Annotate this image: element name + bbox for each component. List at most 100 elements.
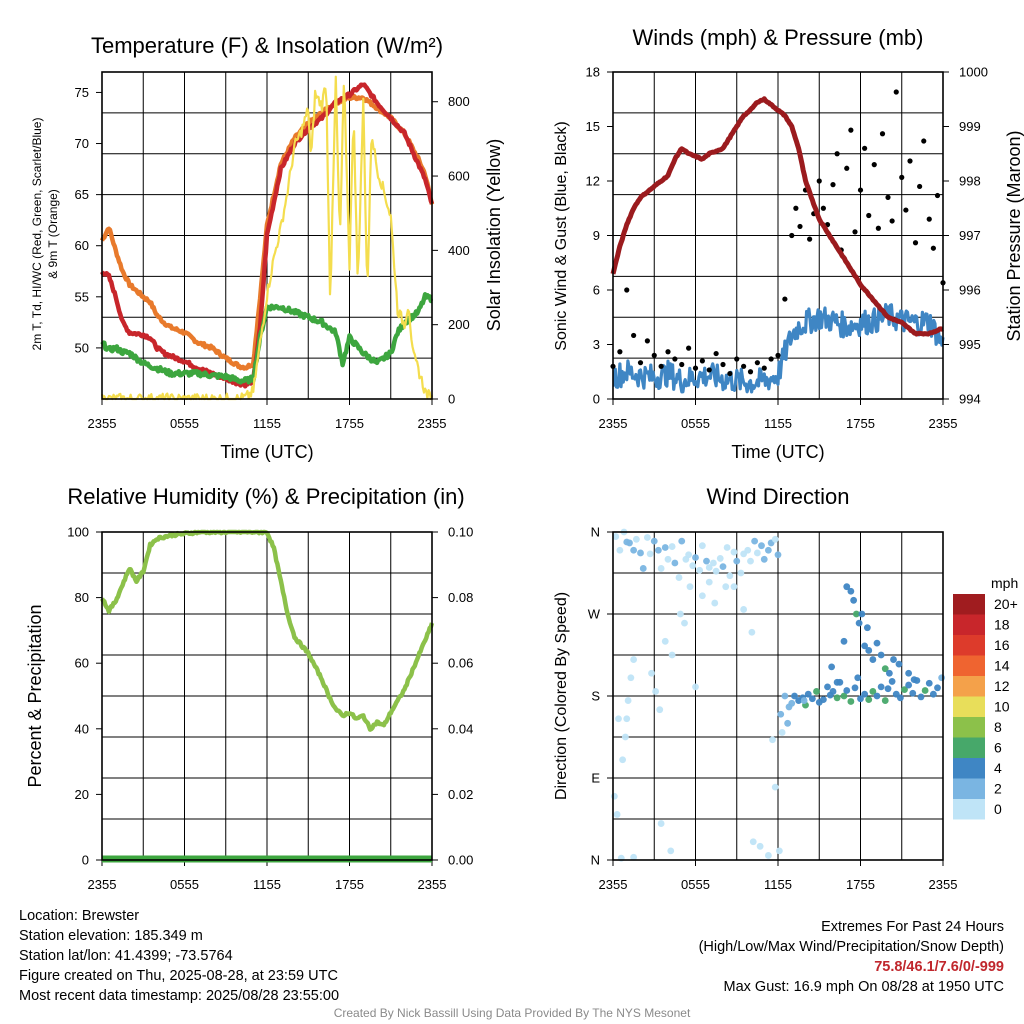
direction-point bbox=[661, 544, 669, 551]
direction-point bbox=[646, 550, 654, 558]
direction-point bbox=[616, 546, 624, 554]
direction-point bbox=[626, 539, 633, 547]
gust-point bbox=[761, 365, 767, 371]
colorbar-label: 8 bbox=[994, 719, 1002, 735]
direction-point bbox=[791, 692, 798, 700]
most-recent-timestamp: Most recent data timestamp: 2025/08/28 2… bbox=[19, 988, 340, 1004]
direction-point bbox=[612, 533, 620, 540]
temperature-title: Temperature (F) & Insolation (W/m²) bbox=[91, 33, 443, 58]
gust-point bbox=[686, 345, 692, 351]
extremes-info: Extremes For Past 24 Hours (High/Low/Max… bbox=[699, 917, 1004, 997]
colorbar-swatch bbox=[953, 737, 985, 758]
colorbar-label: 12 bbox=[994, 678, 1010, 694]
colorbar-swatch bbox=[953, 778, 985, 799]
direction-point bbox=[781, 692, 789, 700]
direction-point bbox=[737, 569, 745, 577]
extremes-values: 75.8/46.1/7.6/0/-999 bbox=[874, 959, 1004, 975]
direction-point bbox=[668, 543, 676, 550]
humidity-y2-tick-label: 0.00 bbox=[448, 853, 473, 868]
humidity-x-tick-label: 1155 bbox=[253, 877, 281, 892]
winds-y-tick-label: 18 bbox=[586, 65, 600, 80]
gust-point bbox=[830, 182, 836, 188]
direction-point bbox=[657, 820, 665, 827]
temperature-plot: 2355 0555 1155 1755 2355 50 55 60 65 70 75 0 200 400 6… bbox=[75, 71, 470, 431]
gust-point bbox=[665, 349, 671, 355]
winds-x-tick-label: 0555 bbox=[681, 416, 710, 431]
gust-point bbox=[727, 370, 733, 377]
direction-point bbox=[615, 715, 622, 723]
gust-point bbox=[875, 225, 881, 231]
winds-y-tick-label: 9 bbox=[593, 228, 600, 243]
winds-x-tick-label: 1155 bbox=[764, 416, 792, 431]
colorbar-label: 10 bbox=[994, 699, 1010, 715]
temperature-y-tick-label: 70 bbox=[75, 136, 89, 151]
humidity-title: Relative Humidity (%) & Precipitation (i… bbox=[67, 484, 464, 509]
gust-point bbox=[631, 332, 637, 339]
gust-point bbox=[624, 287, 630, 293]
temperature-y-tick-label: 65 bbox=[75, 187, 89, 202]
direction-point bbox=[774, 551, 782, 559]
direction-point bbox=[692, 554, 699, 561]
gust-point bbox=[734, 356, 740, 362]
gust-point bbox=[754, 360, 760, 366]
temperature-y2-tick-label: 0 bbox=[448, 392, 455, 407]
direction-point bbox=[657, 565, 665, 572]
gust-point bbox=[930, 245, 936, 251]
gust-point bbox=[848, 127, 854, 133]
gust-point bbox=[921, 138, 927, 144]
direction-point bbox=[843, 583, 851, 591]
direction-point bbox=[654, 546, 662, 554]
gust-point bbox=[834, 151, 840, 157]
temperature-y-label: 2m T, Td, HI/WC (Red, Green, Scarlet/Blu… bbox=[30, 118, 44, 351]
direction-point bbox=[716, 555, 724, 562]
direction-point bbox=[824, 683, 831, 691]
direction-point bbox=[858, 610, 866, 618]
gust-point bbox=[706, 367, 712, 373]
direction-point bbox=[621, 733, 629, 741]
direction-point bbox=[852, 610, 860, 618]
direction-point bbox=[917, 693, 925, 701]
humidity-frame bbox=[101, 531, 433, 861]
direction-point bbox=[764, 546, 772, 554]
gust-point bbox=[637, 360, 644, 366]
direction-point bbox=[723, 544, 731, 551]
direction-point bbox=[667, 847, 675, 855]
speed-colorbar: 20+ 18 16 14 12 10 8 6 4 2 0 bbox=[953, 594, 1018, 820]
gust-point bbox=[747, 369, 754, 375]
direction-point bbox=[698, 542, 706, 550]
gust-point bbox=[879, 131, 886, 137]
direction-point bbox=[740, 606, 748, 613]
direction-point bbox=[771, 783, 779, 791]
direction-point bbox=[627, 674, 635, 682]
direction-point bbox=[854, 674, 862, 682]
direction-point bbox=[769, 736, 776, 744]
direction-point bbox=[610, 792, 618, 800]
direction-point bbox=[861, 690, 869, 698]
gust-point bbox=[907, 158, 913, 164]
direction-point bbox=[800, 697, 808, 704]
station-elevation: Station elevation: 185.349 m bbox=[19, 928, 203, 944]
direction-point bbox=[747, 557, 754, 565]
relative-humidity-line bbox=[100, 529, 435, 732]
humidity-panel: Relative Humidity (%) & Precipitation (i… bbox=[25, 484, 473, 892]
direction-point bbox=[675, 574, 683, 581]
direction-point bbox=[726, 572, 734, 580]
direction-point bbox=[709, 559, 717, 567]
gust-point bbox=[852, 229, 858, 235]
dewpoint-line bbox=[100, 292, 434, 385]
humidity-x-tick-label: 2355 bbox=[418, 877, 447, 892]
winds-x-tick-label: 1755 bbox=[846, 416, 875, 431]
direction-point bbox=[865, 647, 873, 654]
direction-point bbox=[813, 688, 820, 695]
direction-point bbox=[668, 651, 676, 659]
humidity-y2-tick-label: 0.04 bbox=[448, 721, 473, 736]
gust-point bbox=[720, 361, 726, 368]
gust-point bbox=[926, 216, 932, 222]
direction-point bbox=[619, 756, 627, 764]
direction-point bbox=[643, 534, 651, 541]
direction-point bbox=[788, 699, 796, 707]
direction-point bbox=[698, 592, 706, 600]
direction-point bbox=[632, 535, 640, 543]
direction-point bbox=[692, 683, 699, 691]
gust-point bbox=[934, 192, 941, 199]
